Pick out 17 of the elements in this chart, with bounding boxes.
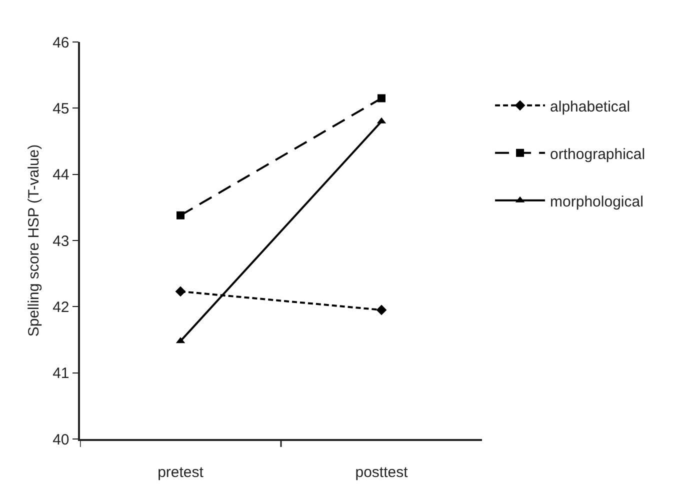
y-axis-title: Spelling score HSP (T-value) — [25, 144, 42, 337]
point — [176, 211, 184, 220]
y-tick-label: 45 — [52, 100, 70, 118]
y-tick-label: 42 — [52, 298, 70, 316]
y-tick-label: 44 — [52, 166, 70, 184]
point — [378, 94, 386, 102]
x-tick-label: pretest — [158, 464, 204, 481]
legend-label: orthographical — [550, 146, 646, 163]
legend-label: morphological — [550, 193, 644, 210]
y-tick-label: 41 — [52, 365, 70, 382]
y-tick-label: 40 — [52, 431, 70, 448]
y-tick-label: 43 — [52, 232, 70, 250]
x-tick-label: posttest — [355, 464, 409, 481]
point — [175, 286, 186, 297]
y-tick-label: 46 — [52, 34, 70, 52]
point — [376, 304, 387, 316]
legend-label: alphabetical — [550, 98, 630, 116]
